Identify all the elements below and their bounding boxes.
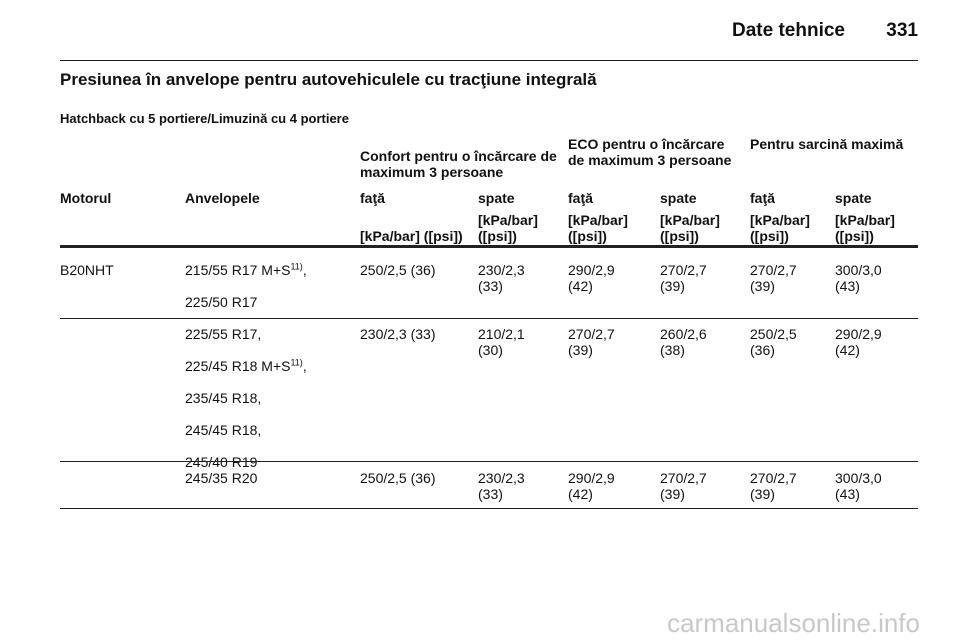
- column-header: Motorul: [60, 190, 112, 206]
- unit-label: [kPa/bar] ([psi]): [835, 212, 895, 244]
- column-header: spate: [478, 190, 515, 206]
- column-header: spate: [660, 190, 697, 206]
- tyre-size: 245/40 R19: [185, 454, 258, 470]
- unit-label: [kPa/bar] ([psi]): [750, 212, 810, 244]
- tyre-size: 225/55 R17: [185, 326, 258, 342]
- unit-cell: [kPa/bar] ([psi]): [478, 206, 548, 244]
- column-header: faţă: [568, 190, 593, 206]
- pressure-value: 270/2,7 (39): [568, 326, 615, 358]
- tyre-size: 245/35 R20: [185, 470, 258, 486]
- tyre: 225/50 R17: [185, 294, 355, 310]
- page-number: 331: [886, 20, 918, 41]
- tyre-list: 225/55 R17, 225/45 R18 M+S11), 235/45 R18,…: [185, 326, 355, 486]
- column-header: spate: [835, 190, 872, 206]
- tyre: 245/45 R18,: [185, 422, 355, 438]
- pressure-value: 290/2,9 (42): [835, 326, 882, 358]
- separator: ,: [257, 326, 262, 342]
- tyre: 245/35 R20: [185, 470, 355, 486]
- unit-label: [kPa/bar] ([psi]): [360, 228, 463, 244]
- separator: ,: [302, 262, 307, 278]
- unit-cell: [kPa/bar] ([psi]): [835, 206, 905, 244]
- pressure-value: 230/2,3 (33): [478, 262, 525, 294]
- column-header: faţă: [750, 190, 775, 206]
- unit-label: [kPa/bar] ([psi]): [568, 212, 628, 244]
- group-header: ECO pentru o încărcare de maximum 3 pers…: [568, 136, 732, 168]
- tyre: 245/40 R19: [185, 454, 355, 470]
- footnote-ref: 11): [290, 261, 303, 272]
- tyre-list: 215/55 R17 M+S11), 225/50 R17: [185, 262, 355, 326]
- header-rule: [60, 245, 918, 248]
- column-header: faţă: [360, 190, 385, 206]
- pressure-value: 250/2,5 (36): [750, 326, 797, 358]
- pressure-value: 270/2,7 (39): [750, 470, 797, 502]
- pressure-value: 230/2,3 (33): [478, 470, 525, 502]
- engine: B20NHT: [60, 262, 114, 278]
- row-rule: [60, 318, 918, 319]
- separator: ,: [257, 422, 262, 438]
- separator: ,: [302, 358, 307, 374]
- unit-cell: [kPa/bar] ([psi]): [568, 206, 638, 244]
- pressure-value: 290/2,9 (42): [568, 470, 615, 502]
- pressure-value: 250/2,5 (36): [360, 470, 436, 486]
- unit-cell: [kPa/bar] ([psi]): [750, 206, 820, 244]
- tyre-size: 225/50 R17: [185, 294, 258, 310]
- pressure-value: 270/2,7 (39): [660, 262, 707, 294]
- tyre-list: 245/35 R20: [185, 470, 355, 502]
- pressure-value: 300/3,0 (43): [835, 262, 882, 294]
- group-header: Confort pentru o încărcare de maximum 3 …: [360, 148, 557, 180]
- group-header: Pentru sarcină maximă: [750, 136, 904, 152]
- unit-cell: [kPa/bar] ([psi]): [360, 206, 476, 244]
- tyre-size: 225/45 R18 M+S: [185, 358, 291, 374]
- column-header: Anvelopele: [185, 190, 260, 206]
- tyre: 235/45 R18,: [185, 390, 355, 406]
- row-rule: [60, 461, 918, 462]
- pressure-value: 270/2,7 (39): [660, 470, 707, 502]
- pressure-value: 210/2,1 (30): [478, 326, 525, 358]
- pressure-value: 300/3,0 (43): [835, 470, 882, 502]
- subtitle: Hatchback cu 5 portiere/Limuzină cu 4 po…: [60, 111, 349, 126]
- section-title: Presiunea în anvelope pentru autovehicul…: [60, 70, 597, 89]
- footnote-ref: 11): [290, 357, 303, 368]
- tyre-size: 245/45 R18: [185, 422, 258, 438]
- tyre: 225/45 R18 M+S11),: [185, 358, 355, 374]
- tyre-size: 215/55 R17 M+S: [185, 262, 291, 278]
- tyre-size: 235/45 R18: [185, 390, 258, 406]
- unit-label: [kPa/bar] ([psi]): [660, 212, 720, 244]
- tyre: 215/55 R17 M+S11),: [185, 262, 355, 278]
- pressure-value: 290/2,9 (42): [568, 262, 615, 294]
- unit-label: [kPa/bar] ([psi]): [478, 212, 538, 244]
- pressure-value: 230/2,3 (33): [360, 326, 436, 342]
- unit-cell: [kPa/bar] ([psi]): [660, 206, 730, 244]
- separator: ,: [257, 390, 262, 406]
- row-rule: [60, 508, 918, 509]
- pressure-value: 260/2,6 (38): [660, 326, 707, 358]
- watermark: carmanualsonline.info: [667, 608, 920, 638]
- pressure-value: 270/2,7 (39): [750, 262, 797, 294]
- header-rule: [60, 60, 918, 61]
- tyre: 225/55 R17,: [185, 326, 355, 342]
- header-title: Date tehnice: [732, 20, 845, 41]
- pressure-value: 250/2,5 (36): [360, 262, 436, 278]
